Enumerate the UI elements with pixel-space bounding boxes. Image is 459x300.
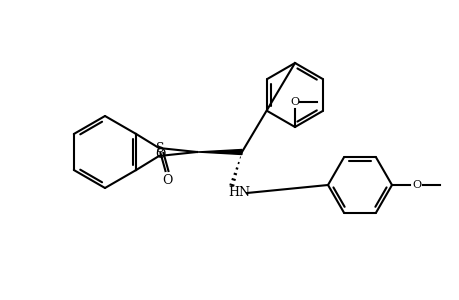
Text: HN: HN: [228, 187, 249, 200]
Text: O: O: [290, 97, 299, 107]
Polygon shape: [196, 149, 241, 154]
Text: O: O: [154, 148, 165, 161]
Text: S: S: [156, 142, 164, 155]
Text: O: O: [412, 180, 420, 190]
Text: O: O: [162, 175, 172, 188]
